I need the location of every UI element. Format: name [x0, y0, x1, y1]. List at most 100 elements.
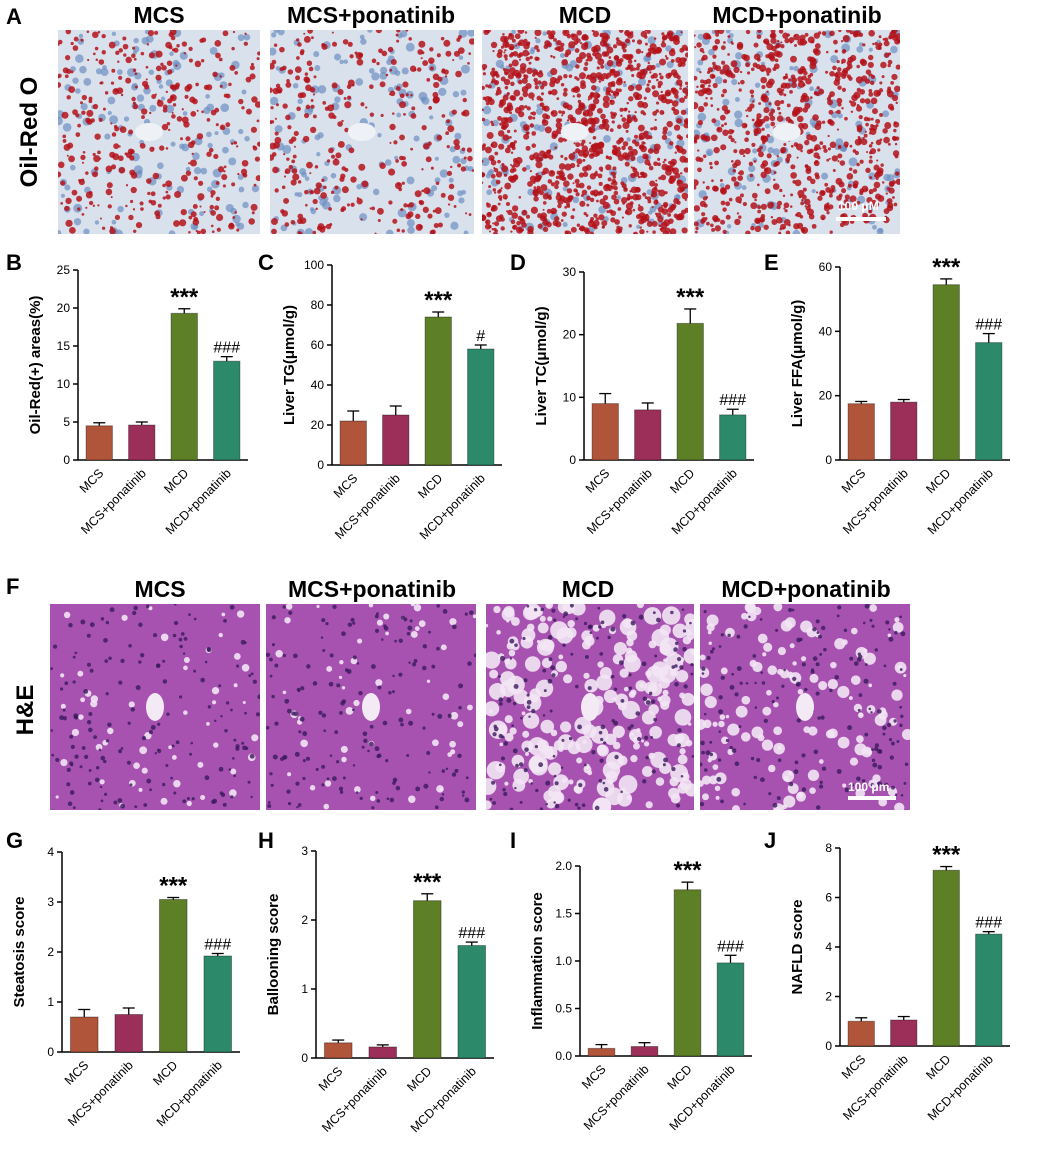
he-nucleus	[346, 668, 352, 674]
he-nucleus	[126, 760, 131, 765]
he-nucleus	[553, 801, 556, 804]
oil-red-lipid-droplet	[344, 127, 349, 133]
oil-red-lipid-droplet	[640, 145, 647, 153]
oil-red-lipid-droplet	[168, 128, 171, 132]
he-vacuole	[842, 783, 847, 788]
he-vacuole	[542, 639, 555, 652]
oil-red-nucleus	[511, 30, 517, 35]
oil-red-lipid-droplet	[531, 98, 534, 101]
he-nucleus	[255, 712, 260, 717]
he-nucleus	[244, 746, 249, 751]
oil-red-lipid-droplet	[525, 56, 530, 62]
oil-red-lipid-droplet	[250, 62, 254, 66]
oil-red-lipid-droplet	[534, 30, 542, 37]
oil-red-lipid-droplet	[292, 173, 300, 181]
he-nucleus	[644, 735, 649, 740]
oil-red-lipid-droplet	[627, 110, 631, 113]
oil-red-lipid-droplet	[435, 181, 440, 186]
oil-red-nucleus	[394, 70, 401, 76]
he-vacuole	[233, 652, 241, 660]
oil-red-lipid-droplet	[189, 96, 196, 103]
he-nucleus	[442, 609, 448, 614]
oil-red-lipid-droplet	[255, 175, 260, 182]
he-nucleus	[248, 674, 252, 678]
oil-red-lipid-droplet	[293, 130, 299, 137]
oil-red-lipid-droplet	[812, 114, 819, 121]
he-nucleus	[691, 755, 694, 758]
oil-red-lipid-droplet	[651, 220, 658, 227]
oil-red-lipid-droplet	[560, 82, 565, 87]
oil-red-lipid-droplet	[540, 212, 548, 220]
oil-red-lipid-droplet	[499, 122, 503, 126]
significance-label: ***	[932, 842, 961, 869]
oil-red-lipid-droplet	[441, 114, 446, 118]
he-nucleus	[103, 759, 107, 764]
significance-label: ###	[204, 937, 231, 954]
he-vacuole	[340, 745, 348, 753]
y-tick-label: 0.0	[555, 1049, 572, 1063]
oil-red-lipid-droplet	[776, 216, 783, 224]
oil-red-lipid-droplet	[708, 84, 711, 88]
oil-red-lipid-droplet	[528, 61, 532, 65]
oil-red-lipid-droplet	[842, 34, 850, 43]
oil-red-lipid-droplet	[159, 145, 165, 151]
he-nucleus	[428, 630, 431, 634]
he-nucleus	[342, 776, 346, 780]
he-vacuole	[539, 615, 546, 622]
oil-red-lipid-droplet	[591, 30, 595, 32]
he-nucleus	[821, 625, 826, 631]
oil-red-lipid-droplet	[409, 65, 417, 72]
he-nucleus	[791, 608, 795, 612]
he-nucleus	[83, 754, 89, 759]
oil-red-nucleus	[343, 59, 349, 64]
oil-red-lipid-droplet	[109, 151, 116, 158]
he-nucleus	[72, 680, 76, 684]
oil-red-lipid-droplet	[210, 194, 214, 198]
oil-red-lipid-droplet	[685, 91, 688, 97]
oil-red-lipid-droplet	[582, 158, 586, 162]
he-nucleus	[539, 807, 544, 810]
oil-red-lipid-droplet	[77, 207, 81, 211]
oil-red-lipid-droplet	[751, 192, 758, 199]
he-nucleus	[844, 787, 850, 793]
he-nucleus	[250, 672, 254, 676]
he-vacuole	[576, 757, 583, 764]
he-nucleus	[189, 752, 193, 756]
oil-red-lipid-droplet	[542, 226, 549, 233]
oil-red-nucleus	[359, 213, 368, 222]
oil-red-lipid-droplet	[613, 44, 618, 49]
oil-red-lipid-droplet	[495, 179, 501, 185]
he-nucleus	[230, 795, 234, 799]
he-nucleus	[526, 693, 530, 697]
oil-red-lipid-droplet	[844, 144, 848, 148]
oil-red-lipid-droplet	[467, 155, 473, 162]
oil-red-lipid-droplet	[867, 61, 874, 69]
panel-letter-d: D	[510, 250, 526, 275]
oil-red-lipid-droplet	[717, 127, 721, 131]
x-tick-label: MCS	[579, 1062, 609, 1092]
oil-red-nucleus	[360, 38, 367, 45]
he-nucleus	[885, 620, 890, 625]
oil-red-lipid-droplet	[272, 166, 279, 174]
oil-red-lipid-droplet	[90, 118, 95, 123]
he-nucleus	[321, 764, 326, 769]
oil-red-nucleus	[485, 173, 491, 179]
oil-red-lipid-droplet	[556, 97, 560, 101]
he-nucleus	[437, 713, 443, 719]
oil-red-lipid-droplet	[685, 81, 688, 86]
he-nucleus	[734, 692, 739, 697]
oil-red-lipid-droplet	[696, 85, 699, 89]
oil-red-lipid-droplet	[875, 118, 881, 124]
he-vacuole	[797, 688, 804, 695]
oil-red-lipid-droplet	[146, 43, 150, 46]
oil-red-lipid-droplet	[564, 163, 572, 171]
oil-red-lipid-droplet	[482, 72, 487, 76]
oil-red-lipid-droplet	[344, 101, 352, 109]
oil-red-nucleus	[500, 64, 505, 70]
oil-red-lipid-droplet	[647, 61, 651, 65]
oil-red-lipid-droplet	[651, 187, 658, 194]
he-nucleus	[120, 747, 124, 750]
oil-red-nucleus	[148, 69, 155, 75]
oil-red-lipid-droplet	[290, 179, 297, 186]
he-nucleus	[600, 620, 605, 625]
